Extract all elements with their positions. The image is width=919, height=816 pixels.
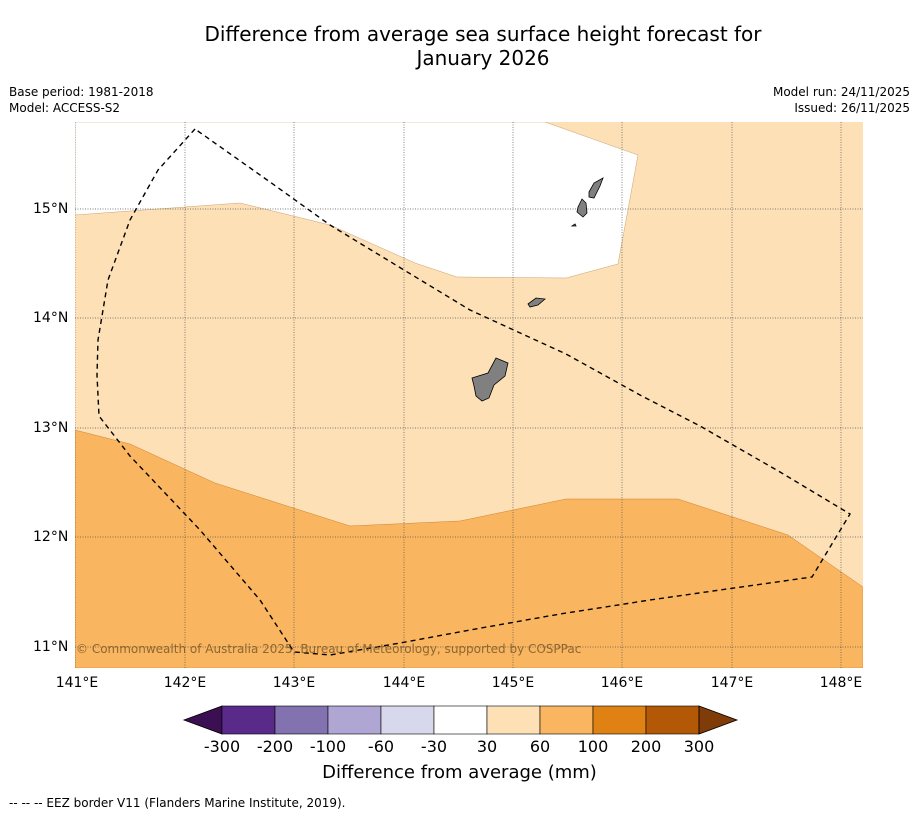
lon-label-144e: 144°E <box>382 675 426 691</box>
colorbar-tick-label: 100 <box>577 737 609 756</box>
colorbar-segment <box>221 705 276 735</box>
lon-label-145e: 145°E <box>491 675 535 691</box>
colorbar-tick-label: 200 <box>630 737 662 756</box>
lat-label-15n: 15°N <box>33 201 69 217</box>
colorbar-tick-label: -100 <box>309 737 347 756</box>
eez-footnote: -- -- -- EEZ border V11 (Flanders Marine… <box>9 796 346 810</box>
colorbar-tick-label: 30 <box>476 737 498 756</box>
colorbar <box>182 705 739 735</box>
colorbar-segment <box>380 705 435 735</box>
island-tinian <box>576 198 588 218</box>
chart-title: Difference from average sea surface heig… <box>0 22 919 70</box>
colorbar-segment <box>274 705 329 735</box>
colorbar-segment <box>486 705 541 735</box>
lat-label-11n: 11°N <box>33 639 69 655</box>
colorbar-tick-label: -300 <box>203 737 241 756</box>
meta-left: Base period: 1981-2018 Model: ACCESS-S2 <box>9 84 154 116</box>
lon-label-147e: 147°E <box>710 675 754 691</box>
colorbar-tick-label: 300 <box>683 737 715 756</box>
colorbar-tick-label: -60 <box>367 737 395 756</box>
colorbar-segment <box>592 705 647 735</box>
title-line-2: January 2026 <box>416 46 550 70</box>
base-period: Base period: 1981-2018 <box>9 85 154 99</box>
island-aguijan <box>570 223 577 227</box>
colorbar-arrow-low <box>182 705 223 735</box>
island-rota <box>527 297 546 308</box>
copyright-watermark: © Commonwealth of Australia 2025, Bureau… <box>76 642 582 656</box>
colorbar-segment <box>539 705 594 735</box>
meta-right: Model run: 24/11/2025 Issued: 26/11/2025 <box>773 84 910 116</box>
title-line-1: Difference from average sea surface heig… <box>204 22 762 46</box>
eez-border <box>96 128 851 656</box>
lon-label-142e: 142°E <box>163 675 207 691</box>
island-saipan <box>588 177 604 199</box>
lat-label-12n: 12°N <box>33 529 69 545</box>
issued-date: Issued: 26/11/2025 <box>794 101 910 115</box>
colorbar-tick-label: 60 <box>529 737 551 756</box>
islands <box>471 177 604 402</box>
colorbar-tick-label: -200 <box>256 737 294 756</box>
graticule <box>75 122 863 668</box>
model-name: Model: ACCESS-S2 <box>9 101 121 115</box>
model-run: Model run: 24/11/2025 <box>772 85 910 99</box>
band-60-100-region <box>75 429 863 668</box>
lon-label-148e: 148°E <box>819 675 863 691</box>
map-area <box>75 122 863 668</box>
lon-label-146e: 146°E <box>600 675 644 691</box>
island-guam <box>471 357 509 402</box>
colorbar-segment <box>645 705 700 735</box>
lon-label-143e: 143°E <box>272 675 316 691</box>
colorbar-label: Difference from average (mm) <box>322 762 597 783</box>
colorbar-arrow-high <box>698 705 739 735</box>
colorbar-segment <box>433 705 488 735</box>
colorbar-tick-label: -30 <box>420 737 448 756</box>
lon-label-141e: 141°E <box>55 675 99 691</box>
lat-label-13n: 13°N <box>33 420 69 436</box>
colorbar-segment <box>327 705 382 735</box>
lat-label-14n: 14°N <box>33 310 69 326</box>
